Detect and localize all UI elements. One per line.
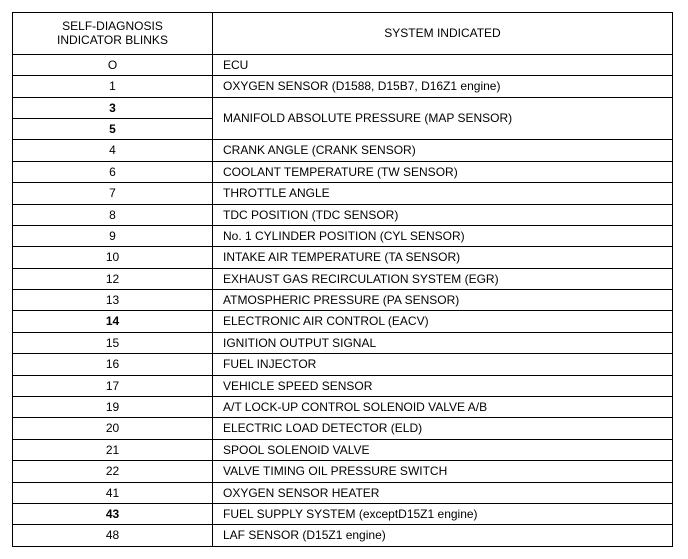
blinks-cell: 22 xyxy=(13,461,213,482)
header-system: SYSTEM INDICATED xyxy=(213,13,673,55)
blinks-cell: 43 xyxy=(13,503,213,524)
system-cell: EXHAUST GAS RECIRCULATION SYSTEM (EGR) xyxy=(213,268,673,289)
system-cell: OXYGEN SENSOR HEATER xyxy=(213,482,673,503)
system-cell: OXYGEN SENSOR (D1588, D15B7, D16Z1 engin… xyxy=(213,76,673,97)
diagnosis-table: SELF-DIAGNOSIS INDICATOR BLINKS SYSTEM I… xyxy=(12,12,673,547)
system-cell: TDC POSITION (TDC SENSOR) xyxy=(213,204,673,225)
system-cell: A/T LOCK-UP CONTROL SOLENOID VALVE A/B xyxy=(213,397,673,418)
system-cell: MANIFOLD ABSOLUTE PRESSURE (MAP SENSOR) xyxy=(213,97,673,140)
blinks-cell: 6 xyxy=(13,161,213,182)
blinks-cell: 10 xyxy=(13,247,213,268)
table-row: 41OXYGEN SENSOR HEATER xyxy=(13,482,673,503)
table-row: 43FUEL SUPPLY SYSTEM (exceptD15Z1 engine… xyxy=(13,503,673,524)
blinks-cell: 1 xyxy=(13,76,213,97)
blinks-cell: 48 xyxy=(13,525,213,546)
blinks-cell: 8 xyxy=(13,204,213,225)
blinks-cell: 3 xyxy=(13,97,213,118)
blinks-cell: 14 xyxy=(13,311,213,332)
table-row: 9No. 1 CYLINDER POSITION (CYL SENSOR) xyxy=(13,225,673,246)
header-blinks-line2: INDICATOR BLINKS xyxy=(57,33,168,47)
header-blinks: SELF-DIAGNOSIS INDICATOR BLINKS xyxy=(13,13,213,55)
table-row: 15IGNITION OUTPUT SIGNAL xyxy=(13,332,673,353)
table-body: OECU1OXYGEN SENSOR (D1588, D15B7, D16Z1 … xyxy=(13,54,673,546)
table-row: 3MANIFOLD ABSOLUTE PRESSURE (MAP SENSOR) xyxy=(13,97,673,118)
table-row: 16FUEL INJECTOR xyxy=(13,354,673,375)
blinks-cell: 17 xyxy=(13,375,213,396)
system-cell: INTAKE AIR TEMPERATURE (TA SENSOR) xyxy=(213,247,673,268)
blinks-cell: 5 xyxy=(13,118,213,139)
table-row: 14ELECTRONIC AIR CONTROL (EACV) xyxy=(13,311,673,332)
table-row: 12EXHAUST GAS RECIRCULATION SYSTEM (EGR) xyxy=(13,268,673,289)
system-cell: COOLANT TEMPERATURE (TW SENSOR) xyxy=(213,161,673,182)
table-row: 10INTAKE AIR TEMPERATURE (TA SENSOR) xyxy=(13,247,673,268)
system-cell: No. 1 CYLINDER POSITION (CYL SENSOR) xyxy=(213,225,673,246)
blinks-cell: 7 xyxy=(13,183,213,204)
blinks-cell: O xyxy=(13,54,213,75)
system-cell: FUEL SUPPLY SYSTEM (exceptD15Z1 engine) xyxy=(213,503,673,524)
table-row: 48LAF SENSOR (D15Z1 engine) xyxy=(13,525,673,546)
table-row: 20ELECTRIC LOAD DETECTOR (ELD) xyxy=(13,418,673,439)
table-row: 7THROTTLE ANGLE xyxy=(13,183,673,204)
system-cell: ECU xyxy=(213,54,673,75)
table-row: 1OXYGEN SENSOR (D1588, D15B7, D16Z1 engi… xyxy=(13,76,673,97)
blinks-cell: 19 xyxy=(13,397,213,418)
table-row: 13ATMOSPHERIC PRESSURE (PA SENSOR) xyxy=(13,290,673,311)
system-cell: FUEL INJECTOR xyxy=(213,354,673,375)
blinks-cell: 21 xyxy=(13,439,213,460)
table-header-row: SELF-DIAGNOSIS INDICATOR BLINKS SYSTEM I… xyxy=(13,13,673,55)
blinks-cell: 20 xyxy=(13,418,213,439)
blinks-cell: 4 xyxy=(13,140,213,161)
table-row: 17VEHICLE SPEED SENSOR xyxy=(13,375,673,396)
table-row: 21SPOOL SOLENOID VALVE xyxy=(13,439,673,460)
system-cell: VALVE TIMING OIL PRESSURE SWITCH xyxy=(213,461,673,482)
blinks-cell: 41 xyxy=(13,482,213,503)
system-cell: THROTTLE ANGLE xyxy=(213,183,673,204)
system-cell: IGNITION OUTPUT SIGNAL xyxy=(213,332,673,353)
blinks-cell: 16 xyxy=(13,354,213,375)
header-blinks-line1: SELF-DIAGNOSIS xyxy=(62,19,163,33)
blinks-cell: 12 xyxy=(13,268,213,289)
system-cell: SPOOL SOLENOID VALVE xyxy=(213,439,673,460)
table-row: 8TDC POSITION (TDC SENSOR) xyxy=(13,204,673,225)
system-cell: VEHICLE SPEED SENSOR xyxy=(213,375,673,396)
system-cell: ATMOSPHERIC PRESSURE (PA SENSOR) xyxy=(213,290,673,311)
blinks-cell: 15 xyxy=(13,332,213,353)
table-row: 19A/T LOCK-UP CONTROL SOLENOID VALVE A/B xyxy=(13,397,673,418)
table-row: 6COOLANT TEMPERATURE (TW SENSOR) xyxy=(13,161,673,182)
system-cell: LAF SENSOR (D15Z1 engine) xyxy=(213,525,673,546)
table-row: OECU xyxy=(13,54,673,75)
system-cell: ELECTRONIC AIR CONTROL (EACV) xyxy=(213,311,673,332)
blinks-cell: 13 xyxy=(13,290,213,311)
table-row: 22VALVE TIMING OIL PRESSURE SWITCH xyxy=(13,461,673,482)
table-row: 4CRANK ANGLE (CRANK SENSOR) xyxy=(13,140,673,161)
system-cell: CRANK ANGLE (CRANK SENSOR) xyxy=(213,140,673,161)
blinks-cell: 9 xyxy=(13,225,213,246)
system-cell: ELECTRIC LOAD DETECTOR (ELD) xyxy=(213,418,673,439)
